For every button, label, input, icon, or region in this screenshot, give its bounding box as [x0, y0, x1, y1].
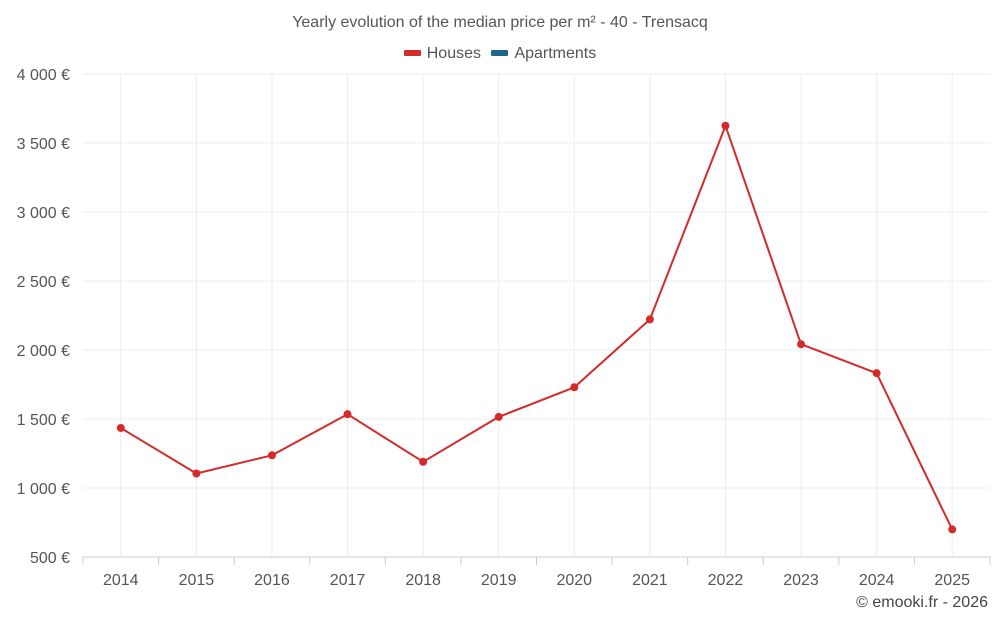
legend-swatch-houses	[403, 49, 421, 56]
x-tick-label: 2015	[179, 572, 215, 589]
legend-label-apartments: Apartments	[514, 45, 597, 62]
credit-text: © emooki.fr - 2026	[856, 594, 988, 611]
data-point-houses-2019	[494, 412, 503, 421]
y-tick-label: 3 000 €	[17, 205, 70, 222]
legend-label-houses: Houses	[426, 45, 481, 62]
data-point-houses-2021	[645, 315, 654, 324]
legend-swatch-apartments	[491, 49, 509, 56]
y-tick-label: 500 €	[30, 550, 70, 567]
x-tick-label: 2017	[330, 572, 366, 589]
x-tick-label: 2022	[708, 572, 744, 589]
data-point-houses-2018	[419, 457, 428, 466]
chart-title: Yearly evolution of the median price per…	[292, 14, 708, 31]
x-tick-label: 2018	[405, 572, 441, 589]
series-line-houses	[120, 124, 954, 530]
y-tick-label: 1 000 €	[17, 481, 70, 498]
x-tick-label: 2019	[481, 572, 517, 589]
y-tick-label: 2 000 €	[17, 343, 70, 360]
y-tick-label: 3 500 €	[17, 136, 70, 153]
data-point-houses-2014	[116, 423, 125, 432]
data-point-houses-2017	[343, 410, 352, 419]
data-point-houses-2022	[721, 121, 730, 130]
y-tick-label: 1 500 €	[17, 412, 70, 429]
data-point-houses-2024	[872, 369, 881, 378]
legend-item-apartments[interactable]: Apartments	[491, 45, 596, 63]
x-tick-label: 2016	[254, 572, 290, 589]
data-point-houses-2016	[267, 451, 276, 460]
y-tick-label: 4 000 €	[17, 67, 70, 84]
data-point-houses-2023	[797, 340, 806, 349]
data-point-houses-2025	[948, 525, 957, 534]
data-point-houses-2020	[570, 383, 579, 392]
legend-item-houses[interactable]: Houses	[403, 45, 481, 63]
x-tick-label: 2021	[632, 572, 668, 589]
chart-legend: Houses Apartments	[0, 45, 1000, 63]
x-tick-label: 2020	[556, 572, 592, 589]
data-point-houses-2015	[192, 469, 201, 478]
x-tick-label: 2025	[934, 572, 970, 589]
x-tick-label: 2014	[103, 572, 139, 589]
x-tick-label: 2024	[859, 572, 895, 589]
x-tick-label: 2023	[783, 572, 819, 589]
y-tick-label: 2 500 €	[17, 274, 70, 291]
